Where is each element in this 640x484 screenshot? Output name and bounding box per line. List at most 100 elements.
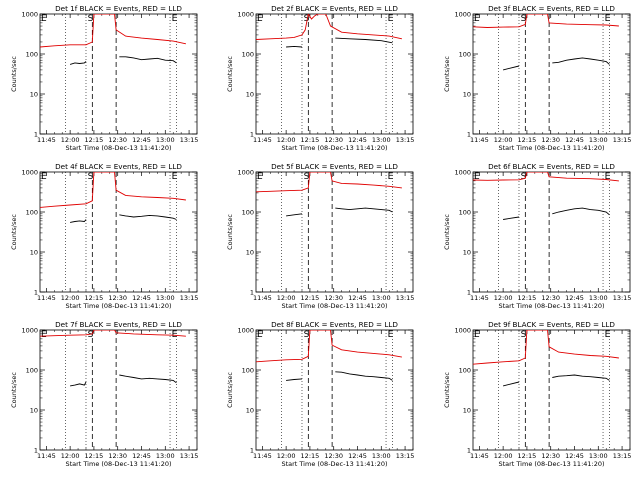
marker-e-start: E xyxy=(41,172,47,182)
x-tick-label: 12:45 xyxy=(348,294,367,302)
x-tick-label: 13:15 xyxy=(396,294,415,302)
y-tick-label: 100 xyxy=(26,209,38,217)
y-tick-label: 1000 xyxy=(21,11,38,19)
y-axis-label: Counts/sec xyxy=(226,56,234,92)
plot-data xyxy=(256,14,402,48)
x-tick-label: 11:45 xyxy=(470,136,489,144)
y-axis-label: Counts/sec xyxy=(443,214,451,250)
x-axis-label: Start Time (08-Dec-13 11:41:20) xyxy=(65,460,171,468)
y-axis-label: Counts/sec xyxy=(443,372,451,408)
lld-series-line xyxy=(256,14,402,40)
y-axis-label: Counts/sec xyxy=(226,372,234,408)
y-tick-label: 10 xyxy=(246,249,254,257)
marker-s: S xyxy=(88,330,94,340)
x-tick-label: 13:15 xyxy=(396,452,415,460)
x-tick-label: 11:45 xyxy=(253,136,272,144)
events-series-line xyxy=(552,57,610,65)
panel-title: Det 1f BLACK = Events, RED = LLD xyxy=(55,4,182,13)
plot-data xyxy=(40,330,186,387)
plot-frame xyxy=(255,329,414,451)
marker-e-end: E xyxy=(605,172,611,182)
x-tick-label: 13:00 xyxy=(589,452,608,460)
plot-data xyxy=(473,330,619,387)
x-tick-label: 13:00 xyxy=(589,136,608,144)
lld-series-line xyxy=(40,330,186,337)
events-series-line xyxy=(119,56,177,64)
marker-e-start: E xyxy=(257,172,263,182)
marker-e-start: E xyxy=(257,330,263,340)
x-tick-label: 12:45 xyxy=(132,294,151,302)
events-series-line xyxy=(70,219,87,223)
marker-s: S xyxy=(304,14,310,24)
x-tick-label: 12:30 xyxy=(108,136,127,144)
plot-frame xyxy=(255,13,414,135)
y-tick-label: 1000 xyxy=(454,327,471,335)
x-tick-label: 12:00 xyxy=(61,294,80,302)
panel-title: Det 4f BLACK = Events, RED = LLD xyxy=(55,162,182,171)
y-tick-label: 1 xyxy=(250,131,254,139)
plot-data xyxy=(256,172,402,217)
y-tick-label: 1 xyxy=(250,447,254,455)
panel-title: Det 5f BLACK = Events, RED = LLD xyxy=(271,162,398,171)
x-tick-label: 13:15 xyxy=(180,294,199,302)
panel-title: Det 6f BLACK = Events, RED = LLD xyxy=(488,162,615,171)
x-tick-label: 12:15 xyxy=(301,294,320,302)
y-tick-label: 1000 xyxy=(21,169,38,177)
events-series-line xyxy=(503,216,520,220)
x-axis-label: Start Time (08-Dec-13 11:41:20) xyxy=(281,302,387,310)
lld-series-line xyxy=(473,172,619,182)
x-tick-label: 13:00 xyxy=(372,452,391,460)
x-tick-label: 13:00 xyxy=(156,294,175,302)
y-tick-label: 100 xyxy=(242,367,254,375)
plot-data xyxy=(256,330,402,381)
x-tick-label: 12:45 xyxy=(348,452,367,460)
x-tick-label: 12:15 xyxy=(85,136,104,144)
panel-det-9: Det 9f BLACK = Events, RED = LLD 1 10 100 10… xyxy=(443,320,631,468)
events-series-line xyxy=(552,207,610,216)
marker-s: S xyxy=(521,14,527,24)
x-tick-label: 12:00 xyxy=(494,294,513,302)
panel-det-4: Det 4f BLACK = Events, RED = LLD 1 10 100 10… xyxy=(10,162,198,310)
x-tick-label: 13:15 xyxy=(180,136,199,144)
x-tick-label: 12:45 xyxy=(132,136,151,144)
y-tick-label: 1000 xyxy=(21,327,38,335)
marker-e-start: E xyxy=(474,172,480,182)
x-tick-label: 12:00 xyxy=(277,136,296,144)
x-axis-label: Start Time (08-Dec-13 11:41:20) xyxy=(281,460,387,468)
y-tick-label: 10 xyxy=(246,407,254,415)
x-tick-label: 12:45 xyxy=(565,294,584,302)
y-tick-label: 1000 xyxy=(237,169,254,177)
x-tick-label: 13:15 xyxy=(396,136,415,144)
x-tick-label: 11:45 xyxy=(37,294,56,302)
x-tick-label: 11:45 xyxy=(470,294,489,302)
lld-series-line xyxy=(473,14,619,28)
x-tick-label: 13:00 xyxy=(156,452,175,460)
y-tick-label: 1 xyxy=(467,289,471,297)
y-tick-label: 1 xyxy=(250,289,254,297)
x-tick-label: 12:00 xyxy=(61,452,80,460)
x-tick-label: 13:15 xyxy=(613,452,632,460)
y-tick-label: 100 xyxy=(459,209,471,217)
x-axis-label: Start Time (08-Dec-13 11:41:20) xyxy=(498,144,604,152)
events-series-line xyxy=(552,374,610,381)
panel-det-2: Det 2f BLACK = Events, RED = LLD 1 10 100 10… xyxy=(226,4,414,152)
x-tick-label: 12:30 xyxy=(541,136,560,144)
y-tick-label: 10 xyxy=(463,91,471,99)
marker-e-end: E xyxy=(388,172,394,182)
plot-frame xyxy=(255,171,414,293)
events-series-line xyxy=(286,213,303,217)
y-axis-label: Counts/sec xyxy=(10,372,18,408)
x-tick-label: 12:00 xyxy=(277,452,296,460)
x-tick-label: 12:30 xyxy=(108,452,127,460)
x-axis-label: Start Time (08-Dec-13 11:41:20) xyxy=(498,460,604,468)
events-series-line xyxy=(119,214,177,220)
plot-frame xyxy=(472,171,631,293)
plot-frame xyxy=(472,329,631,451)
panel-title: Det 9f BLACK = Events, RED = LLD xyxy=(488,320,615,329)
marker-e-end: E xyxy=(388,14,394,24)
plot-data xyxy=(40,14,186,65)
marker-e-end: E xyxy=(172,172,178,182)
panel-det-7: Det 7f BLACK = Events, RED = LLD 1 10 100 10… xyxy=(10,320,198,468)
lld-series-line xyxy=(473,330,619,365)
y-axis-label: Counts/sec xyxy=(10,56,18,92)
